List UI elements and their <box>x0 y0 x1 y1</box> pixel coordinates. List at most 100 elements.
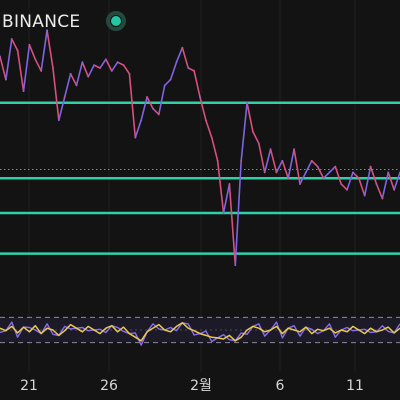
price-segment-35 <box>199 96 207 121</box>
price-point-61 <box>357 177 360 180</box>
price-point-28 <box>163 84 166 87</box>
price-point-2 <box>10 38 13 40</box>
price-segment-2 <box>5 38 13 81</box>
price-segment-12 <box>63 73 72 98</box>
price-point-14 <box>81 61 84 64</box>
price-point-52 <box>304 171 307 174</box>
price-segment-58 <box>334 165 342 185</box>
price-segment-63 <box>363 165 372 197</box>
price-point-23 <box>134 136 137 139</box>
price-point-59 <box>346 188 348 191</box>
price-segment-20 <box>110 61 119 72</box>
price-segment-53 <box>305 160 313 174</box>
price-point-53 <box>310 159 313 162</box>
price-point-5 <box>28 43 31 46</box>
price-point-17 <box>99 67 101 69</box>
exchange-label: BINANCE <box>2 12 80 32</box>
price-point-40 <box>234 264 237 267</box>
price-segment-48 <box>275 160 284 174</box>
price-segment-60 <box>346 171 354 191</box>
price-point-44 <box>257 142 260 145</box>
price-point-32 <box>187 67 190 69</box>
price-segment-13 <box>69 73 78 87</box>
x-axis-ticks: 21 26 2월 6 11 <box>20 378 364 394</box>
price-point-46 <box>269 148 272 151</box>
price-segment-5 <box>22 43 31 92</box>
price-segment-66 <box>381 171 390 200</box>
price-segment-30 <box>169 61 178 81</box>
price-point-16 <box>93 64 96 66</box>
price-point-8 <box>46 29 48 32</box>
price-segment-17 <box>93 64 101 69</box>
price-segment-4 <box>16 49 25 92</box>
price-point-63 <box>369 165 372 168</box>
price-point-48 <box>281 159 284 162</box>
price-point-30 <box>175 61 178 64</box>
price-segment-49 <box>281 160 290 179</box>
price-segment-46 <box>263 148 272 174</box>
x-tick-label-1: 26 <box>100 378 118 394</box>
oscillator-main-line <box>0 322 400 342</box>
price-segment-26 <box>146 96 154 110</box>
price-segment-50 <box>287 148 295 179</box>
price-point-43 <box>252 130 254 133</box>
price-point-65 <box>381 197 384 200</box>
price-point-31 <box>181 46 184 49</box>
price-segment-11 <box>58 96 66 121</box>
price-segment-36 <box>205 119 213 139</box>
price-segment-25 <box>140 96 148 121</box>
price-segment-39 <box>222 183 231 214</box>
price-point-47 <box>275 171 278 174</box>
price-point-42 <box>246 101 248 104</box>
price-segment-18 <box>99 58 107 69</box>
price-segment-28 <box>158 84 166 116</box>
price-segment-61 <box>352 171 360 179</box>
price-point-35 <box>204 119 207 122</box>
price-segment-27 <box>152 107 160 116</box>
price-segment-57 <box>328 165 337 174</box>
price-segment-34 <box>193 70 201 98</box>
price-segment-59 <box>340 183 348 191</box>
price-segment-1 <box>0 55 7 81</box>
price-point-41 <box>240 159 243 162</box>
price-point-7 <box>40 70 43 72</box>
price-point-26 <box>152 107 154 110</box>
price-point-38 <box>222 212 225 214</box>
price-segment-32 <box>181 46 190 69</box>
level-lines <box>0 101 400 255</box>
price-point-67 <box>393 188 396 191</box>
price-segment-68 <box>393 171 400 191</box>
oscillator-panel <box>0 316 400 346</box>
price-segment-24 <box>134 119 142 139</box>
price-segment-40 <box>228 183 237 267</box>
price-segment-21 <box>116 61 125 66</box>
status-halo <box>106 11 126 31</box>
price-point-39 <box>228 183 231 185</box>
price-point-20 <box>116 61 119 64</box>
price-segment-56 <box>322 171 331 179</box>
price-point-0 <box>0 55 1 58</box>
price-point-1 <box>4 78 7 81</box>
price-segment-55 <box>316 165 325 179</box>
x-tick-label-2: 2월 <box>190 378 212 394</box>
price-segment-64 <box>369 165 378 185</box>
x-tick-label-0: 21 <box>20 378 38 394</box>
price-segment-16 <box>87 64 95 78</box>
price-segment-15 <box>81 61 90 78</box>
price-point-37 <box>216 159 219 162</box>
price-segment-38 <box>216 160 225 214</box>
price-point-33 <box>193 70 196 72</box>
price-point-9 <box>52 67 54 69</box>
price-point-21 <box>122 64 125 66</box>
price-point-55 <box>322 177 325 180</box>
price-segment-42 <box>240 102 248 162</box>
price-point-51 <box>299 183 301 185</box>
price-segment-6 <box>28 43 37 61</box>
price-point-57 <box>334 165 337 168</box>
price-segment-43 <box>246 102 254 133</box>
price-segment-67 <box>387 171 395 191</box>
price-point-29 <box>169 78 172 81</box>
price-segment-45 <box>258 142 266 174</box>
price-segment-10 <box>52 67 60 121</box>
